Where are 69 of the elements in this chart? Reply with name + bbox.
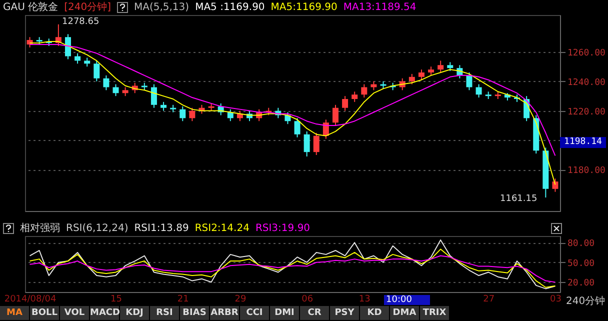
text: RSI2:14.24 (194, 222, 250, 234)
chart-title: GAU 伦敦金 (3, 0, 58, 14)
candlestick (361, 84, 368, 98)
text: DMI (270, 306, 300, 320)
y-tick-label: 1240.00 (568, 78, 606, 88)
candlestick (189, 107, 196, 122)
text: MA (0, 306, 30, 320)
text: MA5 :1169.90 (195, 2, 265, 12)
text: BIAS (180, 306, 210, 320)
text: ARBR (210, 306, 240, 320)
annotation: 1161.15 (500, 194, 538, 204)
x-tick-label: 03 (550, 294, 562, 304)
candlestick (408, 73, 415, 85)
text: BOLL (30, 306, 60, 320)
candlestick (74, 52, 81, 64)
x-tick-label: 21 (177, 294, 189, 304)
candlestick (476, 84, 482, 98)
text: RSI (150, 306, 180, 320)
line-series (29, 248, 556, 288)
candlestick (418, 69, 424, 80)
text: RSI(6,12,24) (66, 222, 128, 234)
candlestick (342, 96, 348, 112)
candlestick (304, 130, 310, 157)
x-tick-label: 15 (110, 294, 122, 304)
candlestick (112, 84, 119, 97)
candlestick (313, 132, 320, 156)
text: MA5:1169.90 (270, 2, 338, 12)
y-tick-label: 50.00 (568, 258, 595, 269)
text: MACD (90, 306, 120, 320)
candlestick (150, 84, 157, 108)
candlestick (438, 60, 444, 73)
x-tick-label: 13 (358, 294, 370, 304)
text: 1198.14 (560, 137, 606, 148)
x-tick-label: 29 (234, 294, 246, 304)
y-tick-label: 1180.00 (568, 166, 606, 176)
annotation: 1278.65 (62, 17, 100, 27)
text: KD (360, 306, 390, 320)
chart-title: 相对强弱 (20, 222, 60, 235)
candlestick (332, 104, 338, 126)
text: RSI1:13.89 (134, 222, 189, 234)
text: DMA (390, 306, 420, 320)
line-series (29, 239, 556, 290)
x-tick-label: 27 (483, 294, 495, 304)
text: TRIX (420, 306, 450, 320)
text: MA(5,5,13) (134, 2, 190, 12)
candlestick (294, 118, 300, 138)
candlestick (103, 74, 110, 91)
x-tick-label: 2014/08/04 (4, 294, 56, 304)
candlestick (466, 72, 472, 91)
chart-subtitle: [240分钟] (64, 0, 111, 14)
candlestick (94, 60, 100, 82)
text: VOL (60, 306, 90, 320)
text: PSY (330, 306, 360, 320)
line-series (29, 255, 556, 283)
text: RSI3:19.90 (255, 222, 310, 234)
y-tick-label: 1260.00 (568, 48, 606, 58)
candlestick (352, 91, 358, 102)
candlestick (64, 34, 71, 60)
candlestick (180, 106, 186, 122)
y-tick-label: 80.00 (568, 239, 595, 250)
y-tick-label: 1220.00 (568, 107, 606, 118)
text: MA13:1189.54 (343, 2, 416, 12)
text: 240分钟 (566, 294, 606, 308)
text: CR (300, 306, 330, 320)
y-tick-label: 20.00 (568, 278, 595, 289)
x-tick-label: 06 (302, 294, 314, 304)
text: 10:00 (384, 295, 430, 305)
text: CCI (240, 306, 270, 320)
text: KDJ (120, 306, 150, 320)
